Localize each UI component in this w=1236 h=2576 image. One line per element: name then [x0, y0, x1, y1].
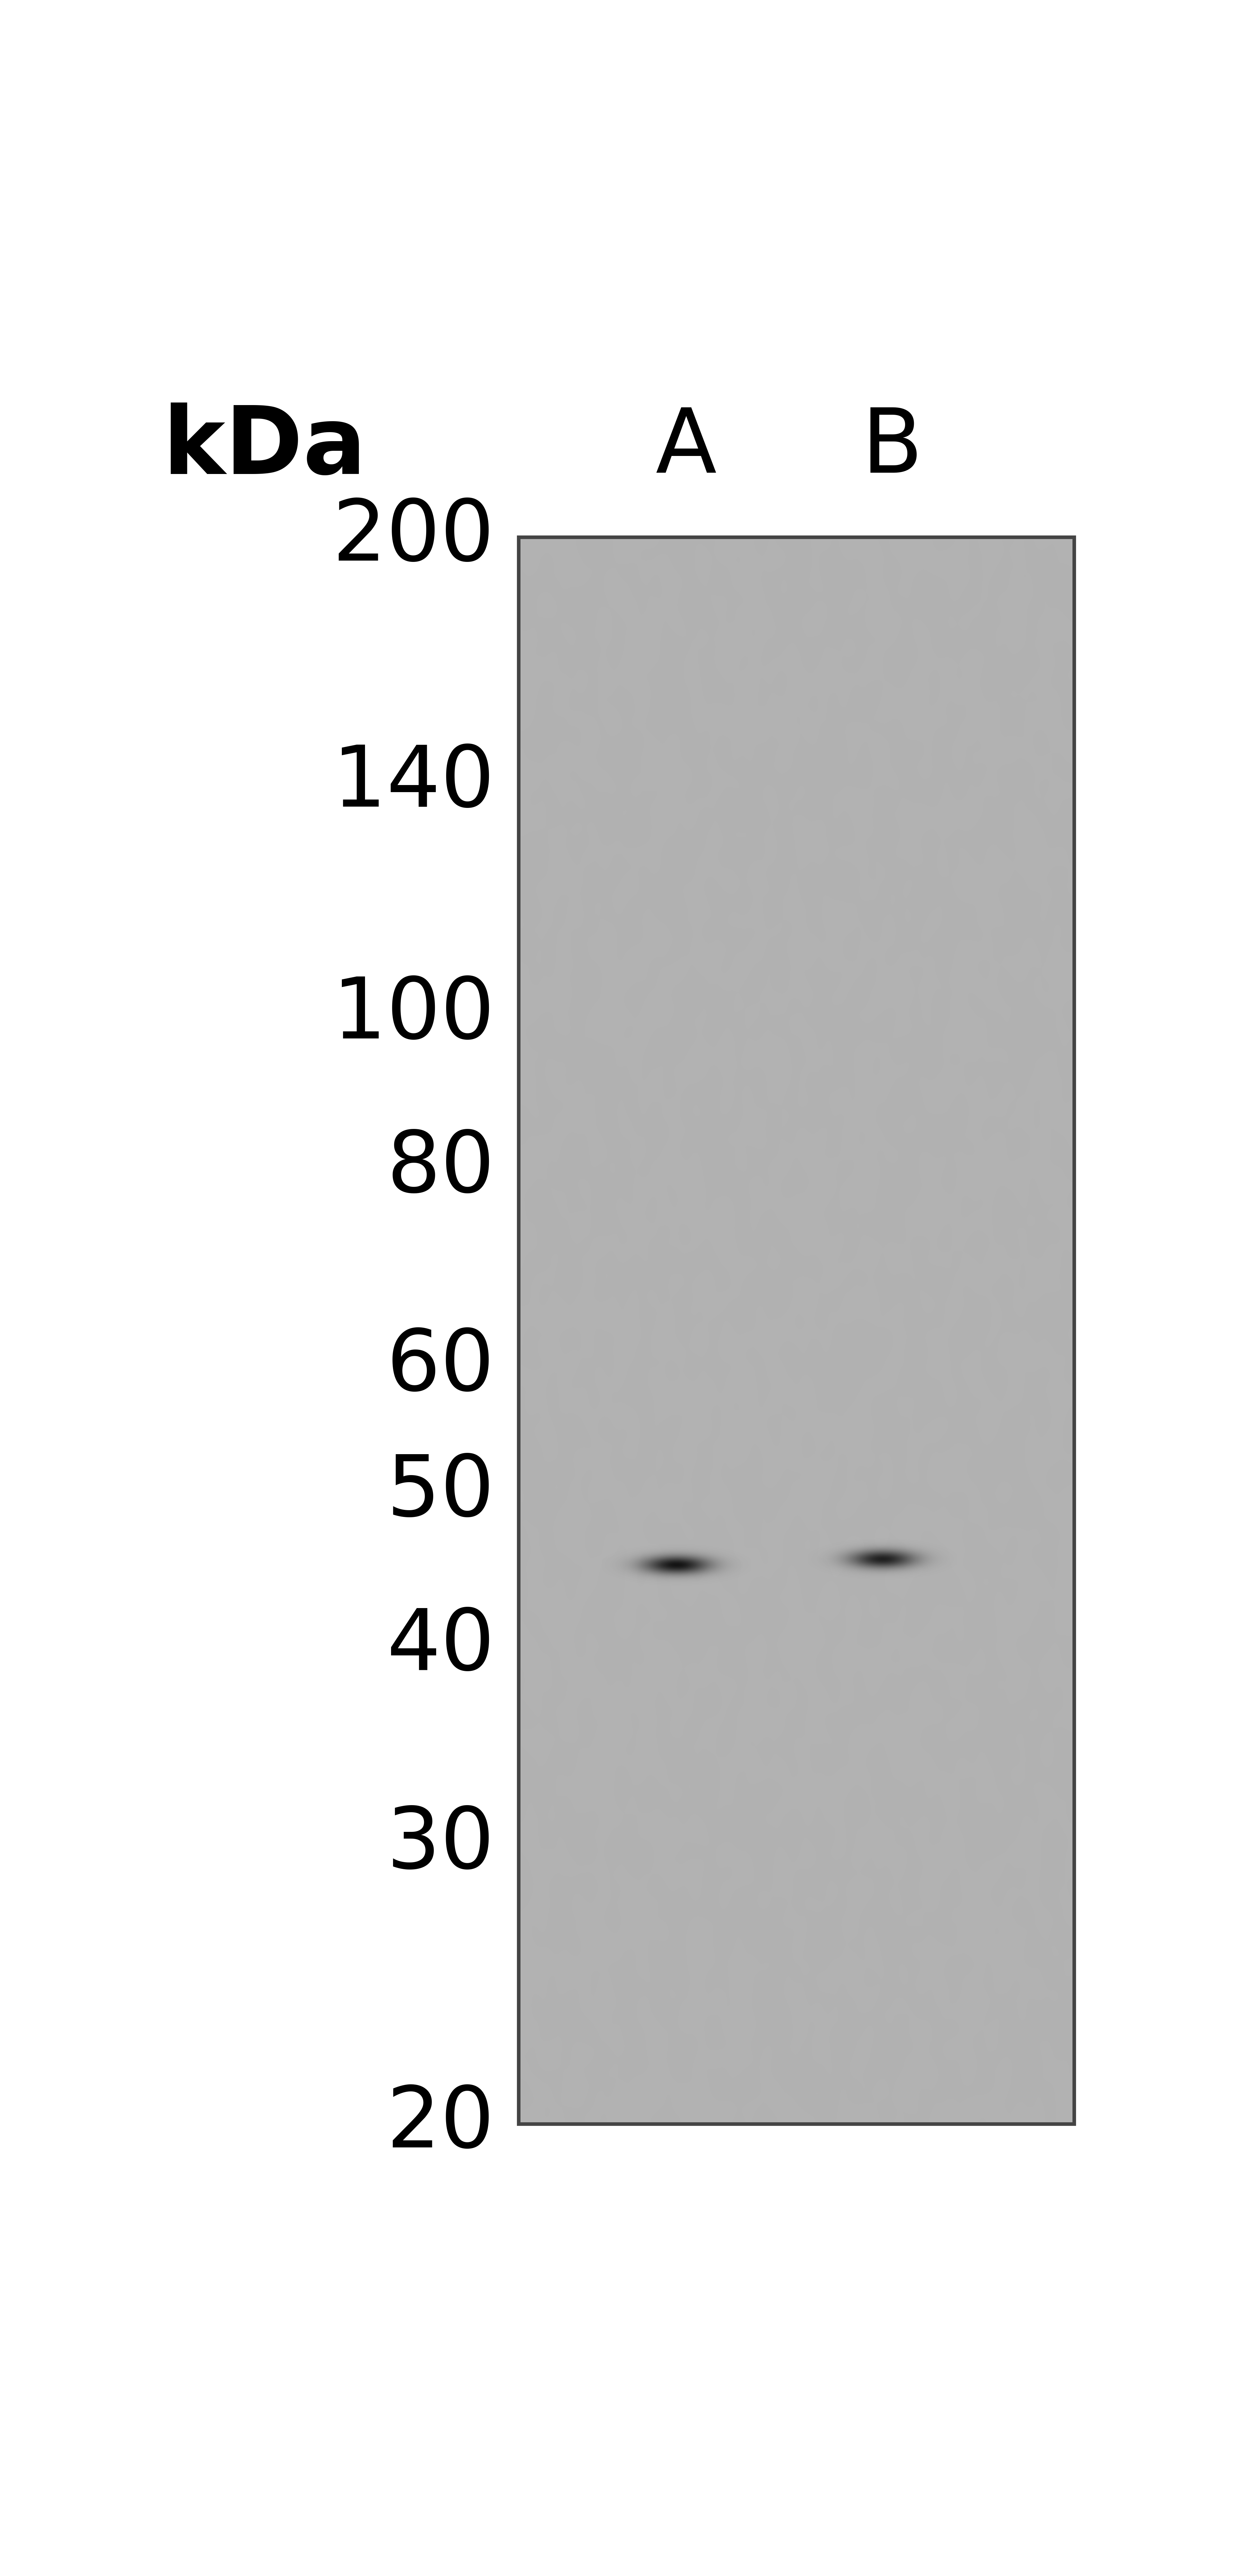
Text: kDa: kDa [163, 402, 367, 495]
Text: 80: 80 [387, 1128, 494, 1211]
Text: 60: 60 [387, 1327, 494, 1409]
Text: 140: 140 [332, 742, 494, 824]
Text: 200: 200 [332, 497, 494, 580]
Text: 20: 20 [387, 2084, 494, 2166]
Bar [519, 538, 1074, 2125]
Text: B: B [861, 404, 923, 492]
Text: 100: 100 [332, 974, 494, 1056]
Text: 50: 50 [387, 1450, 494, 1533]
Text: 40: 40 [387, 1605, 494, 1687]
Text: A: A [655, 404, 717, 492]
Text: 30: 30 [387, 1803, 494, 1886]
